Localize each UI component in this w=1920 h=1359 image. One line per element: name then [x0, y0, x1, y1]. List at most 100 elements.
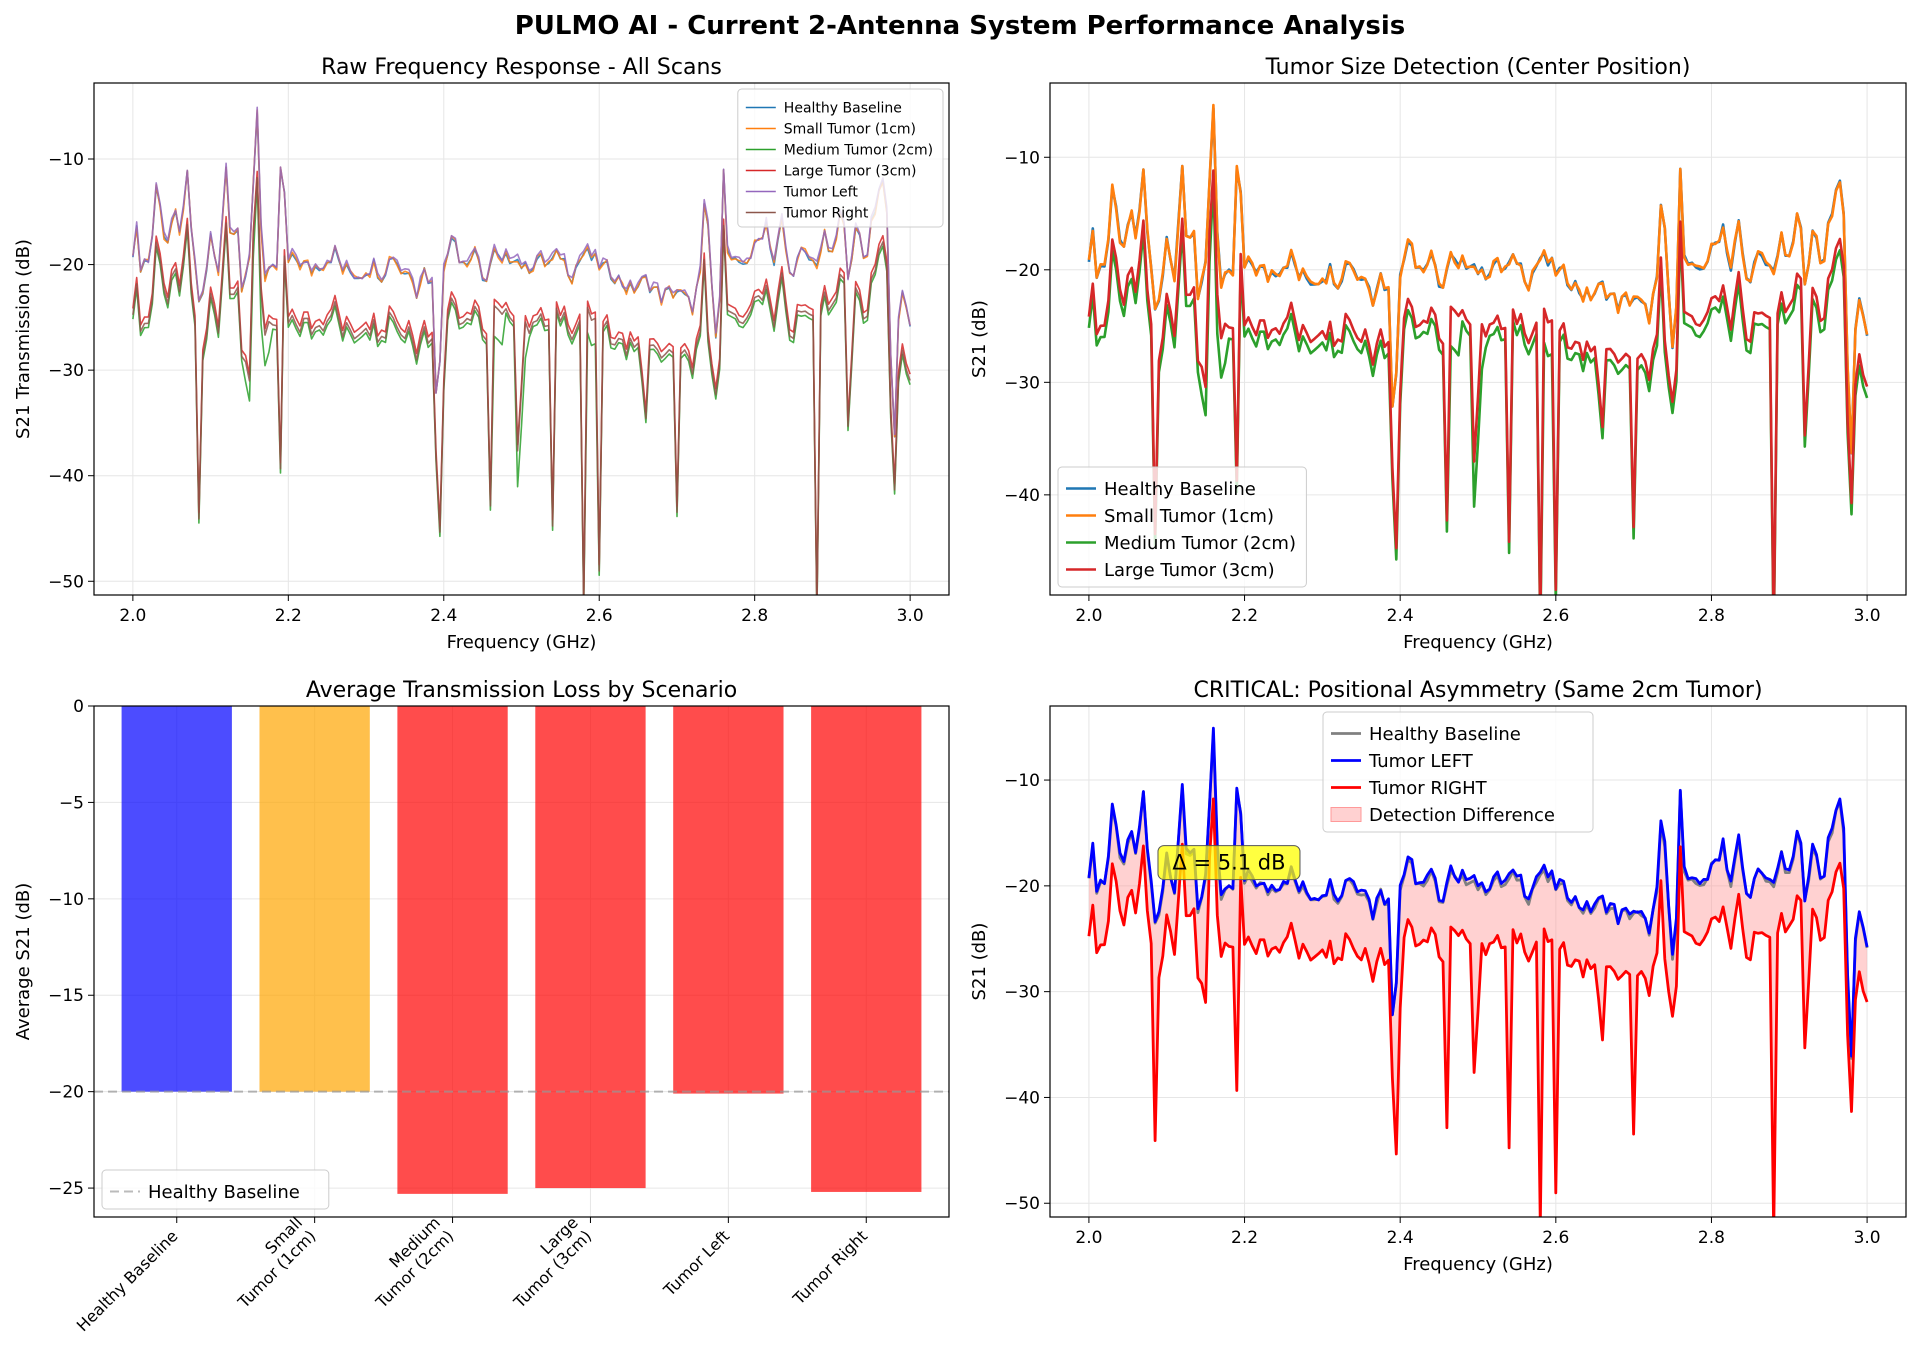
asym-ytick-label: −20	[1004, 877, 1040, 897]
raw-xtick-label: 2.4	[430, 606, 457, 626]
raw-ytick-label: −30	[48, 361, 84, 381]
avg-category-label: Tumor Left	[659, 1226, 733, 1300]
avg-legend-label: Healthy Baseline	[148, 1182, 300, 1203]
size-title: Tumor Size Detection (Center Position)	[1265, 55, 1691, 80]
avg-ytick-label: −5	[59, 793, 84, 813]
avg-ytick-label: −15	[48, 986, 84, 1006]
asym-legend-box	[1322, 711, 1594, 833]
size-frame	[1049, 82, 1907, 596]
avg-bar-2	[397, 706, 508, 1194]
size-xtick-label: 2.4	[1387, 606, 1414, 626]
raw-legend: Healthy Baseline Small Tumor (1cm) Medium …	[737, 88, 944, 228]
asym-ytick-label: −40	[1004, 1088, 1040, 1108]
size-series-small	[1087, 103, 1869, 455]
asym-ytick-label: −50	[1004, 1194, 1040, 1214]
avg-category-label: Healthy Baseline	[73, 1226, 182, 1335]
asym-detection-difference-fill	[1088, 728, 1868, 1217]
asym-xlabel: Frequency (GHz)	[1403, 1254, 1553, 1275]
asym-delta-annotation: Δ = 5.1 dB	[1157, 845, 1301, 881]
raw-xtick-label: 2.6	[586, 606, 613, 626]
asym-annotation-box	[1157, 845, 1301, 881]
raw-legend-label: Tumor Left	[783, 185, 859, 201]
asym-ytick-label: −30	[1004, 983, 1040, 1003]
avg-legend-box	[101, 1169, 330, 1210]
asym-legend: Healthy Baseline Tumor LEFT Tumor RIGHT Det…	[1322, 711, 1594, 833]
avg-ytick-label: −25	[48, 1179, 84, 1199]
asym-legend-label: Healthy Baseline	[1369, 724, 1521, 745]
panel-raw-frequency-response: 2.0 2.2 2.4 2.6 2.8 3.0 −50 −40 −30 −20 −10 Raw Fre…	[13, 55, 950, 653]
asym-legend-label: Tumor RIGHT	[1368, 778, 1488, 799]
figure-suptitle: PULMO AI - Current 2-Antenna System Perf…	[515, 11, 1406, 41]
raw-frame	[93, 82, 950, 596]
asym-xtick-label: 3.0	[1854, 1228, 1881, 1248]
raw-legend-label: Medium Tumor (2cm)	[784, 143, 933, 159]
avg-ytick-label: −20	[48, 1083, 84, 1103]
size-xtick-label: 2.8	[1698, 606, 1725, 626]
size-xtick-label: 3.0	[1854, 606, 1881, 626]
panel-positional-asymmetry: 2.0 2.2 2.4 2.6 2.8 3.0 −50 −40 −30 −20 −10 CRITICA…	[969, 678, 1907, 1275]
avg-bar-0	[121, 706, 232, 1092]
asym-ytick-label: −10	[1004, 771, 1040, 791]
size-legend-label: Healthy Baseline	[1104, 479, 1256, 500]
avg-frame	[93, 705, 950, 1218]
size-ylabel: S21 (dB)	[969, 300, 990, 378]
asym-frame	[1049, 705, 1907, 1218]
raw-xtick-label: 2.2	[275, 606, 302, 626]
avg-ytick-label: 0	[73, 697, 84, 717]
size-ytick-label: −10	[1004, 148, 1040, 168]
asym-xtick-label: 2.8	[1698, 1228, 1725, 1248]
avg-category-label: MediumTumor (2cm)	[358, 1213, 457, 1312]
raw-ytick-label: −50	[48, 572, 84, 592]
avg-ytick-label: −10	[48, 890, 84, 910]
size-xlabel: Frequency (GHz)	[1403, 632, 1553, 653]
raw-legend-box	[737, 88, 944, 228]
raw-ytick-label: −10	[48, 150, 84, 170]
avg-bar-4	[673, 706, 784, 1094]
size-ytick-label: −20	[1004, 261, 1040, 281]
avg-category-label: SmallTumor (1cm)	[220, 1213, 319, 1312]
raw-xtick-label: 2.8	[741, 606, 768, 626]
size-ytick-label: −30	[1004, 373, 1040, 393]
size-legend: Healthy Baseline Small Tumor (1cm) Medium …	[1057, 466, 1307, 588]
raw-legend-label: Small Tumor (1cm)	[784, 122, 916, 138]
size-ytick-label: −40	[1004, 486, 1040, 506]
avg-legend: Healthy Baseline	[101, 1169, 330, 1210]
avg-category-label: Tumor Right	[789, 1226, 871, 1308]
size-legend-box	[1057, 466, 1307, 588]
size-plot-area	[1087, 103, 1869, 595]
size-legend-label: Medium Tumor (2cm)	[1104, 533, 1296, 554]
asym-xtick-label: 2.4	[1387, 1228, 1414, 1248]
asym-ylabel: S21 (dB)	[969, 923, 990, 1001]
asym-xtick-label: 2.0	[1075, 1228, 1102, 1248]
asym-legend-swatch	[1330, 807, 1362, 822]
size-legend-label: Small Tumor (1cm)	[1104, 506, 1274, 527]
raw-series-right	[132, 177, 911, 595]
size-legend-label: Large Tumor (3cm)	[1104, 560, 1275, 581]
raw-ylabel: S21 Transmission (dB)	[13, 239, 34, 439]
raw-ytick-label: −40	[48, 467, 84, 487]
asym-legend-label: Tumor LEFT	[1368, 751, 1474, 772]
raw-legend-label: Large Tumor (3cm)	[784, 164, 917, 180]
size-xtick-label: 2.6	[1542, 606, 1569, 626]
asym-annotation-text: Δ = 5.1 dB	[1172, 851, 1285, 875]
size-series-large	[1087, 169, 1869, 595]
panel-tumor-size-detection: 2.0 2.2 2.4 2.6 2.8 3.0 −40 −30 −20 −10 Tumor Size…	[969, 55, 1907, 653]
asym-series-right	[1087, 797, 1869, 1217]
avg-category-label: LargeTumor (3cm)	[496, 1213, 595, 1312]
raw-xtick-label: 3.0	[897, 606, 924, 626]
size-xtick-label: 2.2	[1231, 606, 1258, 626]
asym-legend-label: Detection Difference	[1369, 805, 1555, 826]
raw-xlabel: Frequency (GHz)	[447, 632, 597, 653]
panel-average-transmission-loss: 0 −5 −10 −15 −20 −25 Healthy Baseline SmallTumo…	[13, 678, 950, 1335]
asym-xtick-label: 2.2	[1231, 1228, 1258, 1248]
raw-legend-label: Tumor Right	[783, 206, 869, 222]
raw-xtick-label: 2.0	[119, 606, 146, 626]
size-xtick-label: 2.0	[1075, 606, 1102, 626]
asym-xtick-label: 2.6	[1542, 1228, 1569, 1248]
raw-title: Raw Frequency Response - All Scans	[321, 55, 722, 80]
raw-legend-label: Healthy Baseline	[784, 101, 902, 117]
asym-title: CRITICAL: Positional Asymmetry (Same 2cm…	[1193, 678, 1762, 703]
size-series-medium	[1087, 180, 1869, 595]
raw-ytick-label: −20	[48, 256, 84, 276]
